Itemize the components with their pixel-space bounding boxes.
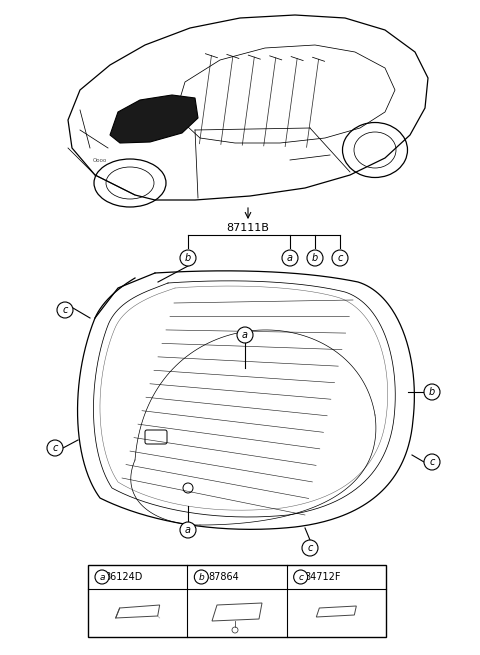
Text: Oooo: Oooo (93, 157, 107, 162)
Text: 87111B: 87111B (227, 223, 269, 233)
Text: c: c (298, 572, 303, 582)
Text: 84712F: 84712F (304, 572, 341, 582)
Circle shape (95, 570, 109, 584)
Text: a: a (287, 253, 293, 263)
Text: a: a (185, 525, 191, 535)
Circle shape (180, 522, 196, 538)
Text: c: c (62, 305, 68, 315)
Circle shape (47, 440, 63, 456)
Circle shape (194, 570, 208, 584)
Text: b: b (429, 387, 435, 397)
Circle shape (302, 540, 318, 556)
Bar (88, 565, 386, 637)
Text: b: b (185, 253, 191, 263)
Circle shape (180, 250, 196, 266)
Circle shape (424, 454, 440, 470)
Circle shape (294, 570, 308, 584)
Circle shape (237, 327, 253, 343)
Text: 87864: 87864 (208, 572, 239, 582)
Circle shape (282, 250, 298, 266)
Polygon shape (110, 95, 198, 143)
Text: b: b (198, 572, 204, 582)
Text: c: c (52, 443, 58, 453)
Text: a: a (242, 330, 248, 340)
Text: c: c (337, 253, 343, 263)
Circle shape (57, 302, 73, 318)
Text: b: b (312, 253, 318, 263)
Circle shape (424, 384, 440, 400)
Text: c: c (429, 457, 435, 467)
Circle shape (307, 250, 323, 266)
Text: 86124D: 86124D (105, 572, 143, 582)
Text: a: a (99, 572, 105, 582)
Circle shape (332, 250, 348, 266)
Text: c: c (307, 543, 312, 553)
